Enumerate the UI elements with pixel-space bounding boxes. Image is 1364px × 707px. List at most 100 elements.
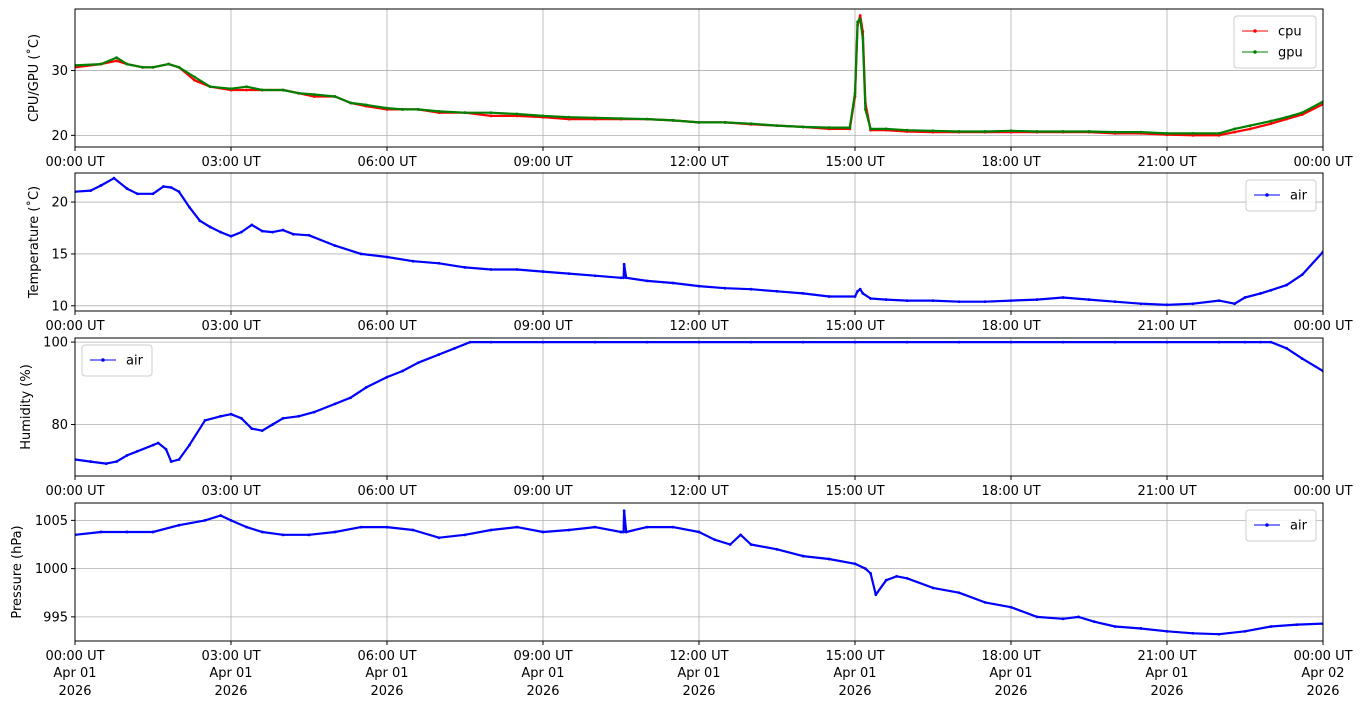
data-point-air: [1113, 300, 1117, 304]
data-point-air: [1269, 288, 1273, 292]
data-point-gpu: [1269, 119, 1273, 123]
x-tick-label: 12:00 UT: [669, 649, 728, 664]
data-point-air: [622, 276, 625, 280]
data-point-air: [229, 412, 233, 416]
data-point-gpu: [931, 129, 935, 133]
data-point-cpu: [1233, 130, 1236, 134]
data-point-air: [349, 396, 352, 400]
data-point-gpu: [151, 65, 155, 69]
y-tick-label: 80: [51, 418, 68, 433]
data-point-gpu: [905, 128, 909, 132]
data-point-gpu: [1035, 130, 1039, 133]
data-point-air: [89, 189, 92, 193]
x-tick-label: 06:00 UT: [357, 155, 416, 170]
x-tick-label: 15:00 UT: [825, 155, 884, 170]
data-point-air: [245, 525, 249, 529]
data-point-air: [164, 447, 168, 451]
x-tick-label: 00:00 UT: [1293, 649, 1352, 664]
data-point-gpu: [515, 112, 519, 116]
legend-marker-air: [1265, 193, 1269, 197]
data-point-gpu: [297, 91, 300, 95]
data-point-gpu: [864, 108, 867, 111]
data-point-gpu: [177, 65, 181, 69]
data-point-air: [307, 533, 311, 537]
x-tick-date: Apr 01: [209, 666, 252, 681]
legend-marker-cpu: [1253, 29, 1257, 33]
data-point-air: [297, 414, 300, 418]
data-point-gpu: [861, 36, 865, 40]
y-tick-label: 30: [51, 64, 68, 79]
data-point-air: [89, 460, 92, 463]
data-point-gpu: [489, 111, 493, 115]
x-tick-label: 03:00 UT: [201, 155, 260, 170]
data-point-air: [593, 274, 597, 278]
data-point-air: [115, 460, 118, 463]
data-point-air: [1061, 340, 1065, 344]
data-point-air: [931, 299, 935, 303]
x-tick-year: 2026: [1306, 684, 1339, 699]
x-tick-label: 12:00 UT: [669, 155, 728, 170]
data-point-air: [260, 530, 264, 534]
data-point-air: [858, 287, 862, 291]
data-point-air: [645, 525, 649, 529]
data-point-air: [1092, 620, 1096, 624]
data-point-air: [1139, 627, 1143, 630]
legend-box: [1245, 509, 1317, 542]
data-point-cpu: [245, 88, 249, 92]
data-point-air: [567, 272, 571, 276]
data-point-air: [541, 530, 545, 534]
data-point-air: [957, 340, 961, 344]
data-point-gpu: [1248, 124, 1252, 128]
data-point-air: [1300, 273, 1304, 277]
data-point-air: [593, 340, 597, 344]
y-axis-label: Humidity (%): [19, 364, 34, 450]
x-tick-year: 2026: [994, 684, 1027, 699]
data-point-air: [188, 443, 191, 447]
data-point-air: [281, 228, 285, 232]
data-point-air: [749, 543, 753, 546]
data-point-air: [624, 276, 628, 280]
data-point-air: [169, 460, 173, 463]
x-tick-year: 2026: [214, 684, 247, 699]
data-point-air: [125, 530, 129, 534]
data-point-gpu: [645, 117, 649, 121]
data-point-air: [775, 547, 779, 551]
data-point-air: [541, 270, 545, 273]
x-tick-date: Apr 01: [833, 666, 876, 681]
data-point-gpu: [1061, 130, 1065, 133]
data-point-air: [622, 530, 625, 534]
data-point-air: [827, 557, 831, 561]
data-point-air: [567, 528, 571, 532]
data-point-gpu: [229, 87, 233, 91]
data-point-air: [728, 543, 732, 546]
data-point-air: [250, 223, 254, 227]
x-tick-label: 00:00 UT: [45, 155, 104, 170]
data-point-gpu: [801, 125, 805, 129]
data-point-air: [645, 340, 649, 344]
data-point-air: [1233, 302, 1236, 306]
data-point-air: [697, 530, 701, 534]
data-point-cpu: [193, 78, 197, 82]
data-point-gpu: [364, 103, 368, 107]
data-point-air: [869, 572, 872, 575]
data-point-air: [401, 369, 404, 373]
data-point-air: [385, 375, 389, 379]
panel-3: 80 100 Humidity (%) 00:00 UT 03:00 UT 06:00 U…: [19, 336, 1353, 499]
data-point-air: [957, 300, 961, 304]
data-point-air: [619, 276, 623, 280]
data-point-air: [198, 219, 202, 223]
data-point-air: [385, 525, 389, 529]
y-tick-label: 15: [51, 247, 68, 262]
data-point-cpu: [115, 59, 118, 63]
data-point-air: [1243, 340, 1247, 344]
data-point-air: [1243, 629, 1247, 633]
x-tick-label: 21:00 UT: [1137, 484, 1196, 499]
data-point-air: [281, 416, 285, 420]
data-point-air: [905, 576, 909, 580]
legend-box: [1233, 15, 1317, 69]
x-tick-year: 2026: [370, 684, 403, 699]
data-point-air: [622, 509, 626, 513]
data-point-air: [983, 600, 987, 604]
data-point-air: [739, 533, 742, 537]
data-point-cpu: [1248, 127, 1252, 131]
